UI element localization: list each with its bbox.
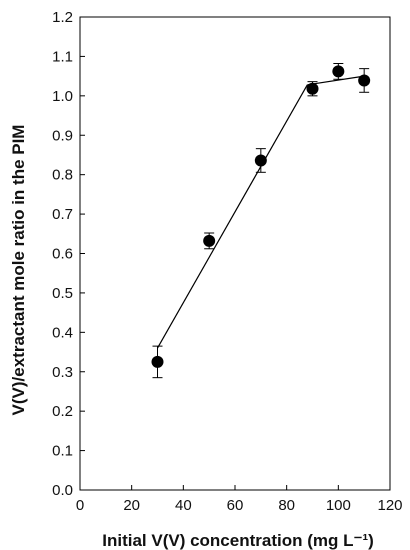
plot-area: 0 20 40 60 80 100 120 0.0 0.1 0.2 0.3 0.4 0.5 0.6 0.7 0…	[52, 9, 402, 514]
data-point	[254, 154, 267, 167]
y-axis-title: V(V)/extractant mole ratio in the PIM	[9, 125, 28, 416]
y-tick-label: 0.1	[52, 443, 73, 460]
y-tick-label: 0.3	[52, 364, 73, 381]
y-tick-label: 0.4	[52, 324, 73, 341]
x-tick-label: 120	[377, 497, 402, 514]
y-tick-label: 0.0	[52, 482, 73, 499]
y-tick-label: 0.5	[52, 285, 73, 302]
x-axis-title: Initial V(V) concentration (mg L⁻¹)	[102, 531, 374, 550]
data-point	[151, 355, 164, 368]
trend-line	[307, 75, 365, 86]
data-point	[332, 65, 345, 78]
y-tick-label: 0.9	[52, 127, 73, 144]
data-point	[358, 74, 371, 87]
x-tick-label: 100	[326, 497, 351, 514]
x-tick-label: 60	[227, 497, 244, 514]
y-tick-label: 0.7	[52, 206, 73, 223]
y-tick-label: 1.0	[52, 88, 73, 105]
y-tick-label: 0.2	[52, 403, 73, 420]
trend-line	[156, 84, 308, 349]
y-tick-label: 0.8	[52, 167, 73, 184]
y-tick-label: 1.2	[52, 9, 73, 26]
data-point	[306, 82, 319, 95]
data-point	[203, 234, 216, 247]
plot-frame	[79, 16, 391, 491]
y-tick-label: 0.6	[52, 246, 73, 263]
x-tick-label: 80	[278, 497, 295, 514]
y-tick-label: 1.1	[52, 48, 73, 65]
x-tick-label: 20	[123, 497, 140, 514]
x-tick-label: 0	[76, 497, 84, 514]
x-tick-label: 40	[175, 497, 192, 514]
